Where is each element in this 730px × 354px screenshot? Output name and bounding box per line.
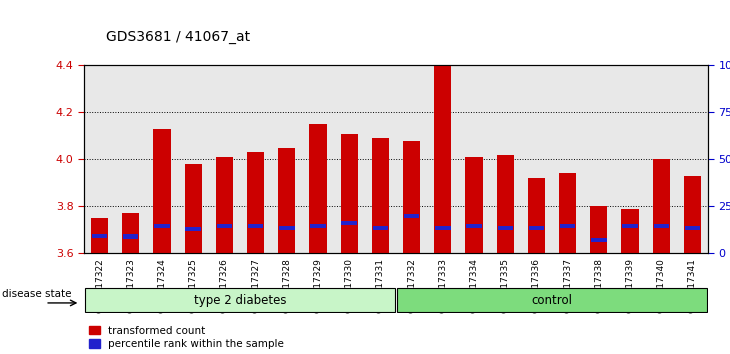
Bar	[591, 206, 607, 253]
Legend: transformed count, percentile rank within the sample: transformed count, percentile rank withi…	[89, 326, 284, 349]
Text: disease state: disease state	[2, 289, 72, 299]
Bar	[185, 227, 201, 231]
Bar	[529, 226, 544, 230]
Bar	[404, 214, 419, 218]
Bar	[684, 176, 701, 253]
Bar	[278, 148, 296, 253]
Bar	[621, 209, 639, 253]
Bar	[248, 224, 264, 228]
Bar	[591, 238, 607, 242]
Bar	[122, 213, 139, 253]
Bar	[342, 221, 357, 225]
Bar	[91, 218, 108, 253]
Bar	[247, 152, 264, 253]
Bar	[310, 224, 326, 228]
Bar	[498, 226, 513, 230]
Bar	[559, 173, 576, 253]
Bar	[123, 234, 139, 239]
Bar	[217, 224, 232, 228]
Text: control: control	[531, 293, 572, 307]
Bar	[396, 288, 707, 312]
Bar	[85, 288, 396, 312]
Text: GDS3681 / 41067_at: GDS3681 / 41067_at	[106, 30, 250, 44]
Bar	[185, 164, 201, 253]
Bar	[685, 226, 700, 230]
Bar	[373, 226, 388, 230]
Bar	[310, 124, 326, 253]
Bar	[466, 157, 483, 253]
Text: type 2 diabetes: type 2 diabetes	[193, 293, 286, 307]
Bar	[372, 138, 389, 253]
Bar	[496, 155, 514, 253]
Bar	[279, 226, 294, 230]
Bar	[434, 65, 451, 253]
Bar	[623, 224, 638, 228]
Bar	[153, 129, 171, 253]
Bar	[92, 234, 107, 238]
Bar	[466, 224, 482, 228]
Bar	[560, 224, 575, 228]
Bar	[154, 224, 169, 228]
Bar	[341, 133, 358, 253]
Bar	[435, 226, 450, 230]
Bar	[216, 157, 233, 253]
Bar	[653, 159, 670, 253]
Bar	[653, 224, 669, 228]
Bar	[528, 178, 545, 253]
Bar	[403, 141, 420, 253]
